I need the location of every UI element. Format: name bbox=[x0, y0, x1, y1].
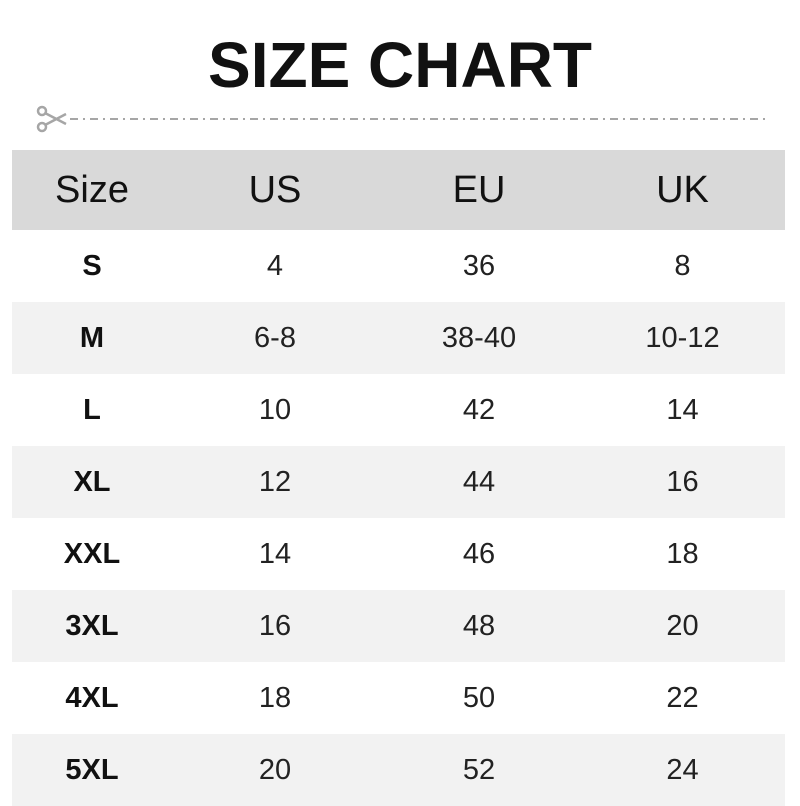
cell-size: 5XL bbox=[12, 734, 172, 806]
cell-us: 14 bbox=[258, 537, 292, 570]
cell-eu: 38-40 bbox=[378, 302, 580, 374]
column-header-us: US bbox=[172, 150, 378, 230]
cell-size: XXL bbox=[63, 537, 121, 570]
column-header-eu: EU bbox=[378, 150, 580, 230]
table-row: S 4 36 8 bbox=[12, 230, 785, 302]
cell-size: XL bbox=[12, 446, 172, 518]
table-row: XL 12 44 16 bbox=[12, 446, 785, 518]
table-row: M 6-8 38-40 10-12 bbox=[12, 302, 785, 374]
cell-uk: 18 bbox=[666, 537, 699, 570]
cell-us: 12 bbox=[172, 446, 378, 518]
cell-uk: 20 bbox=[580, 590, 785, 662]
table-row: 4XL 18 50 22 bbox=[12, 662, 785, 734]
cell-eu: 46 bbox=[462, 537, 496, 570]
cell-eu: 52 bbox=[378, 734, 580, 806]
column-header-uk: UK bbox=[580, 150, 785, 230]
cell-us: 4 bbox=[266, 249, 284, 282]
cell-uk: 24 bbox=[580, 734, 785, 806]
column-header-size: Size bbox=[12, 150, 172, 230]
size-table: Size US EU UK S 4 36 8 M 6-8 38-40 10-12 L 10 42 14 XL 1… bbox=[12, 150, 785, 806]
table-row: XXL 14 46 18 bbox=[12, 518, 785, 590]
page-title: SIZE CHART bbox=[208, 29, 592, 101]
cell-size: S bbox=[82, 249, 102, 282]
cell-eu: 44 bbox=[378, 446, 580, 518]
scissors-icon bbox=[36, 105, 67, 133]
cell-uk: 16 bbox=[580, 446, 785, 518]
cell-eu: 36 bbox=[462, 249, 496, 282]
cell-size: 3XL bbox=[12, 590, 172, 662]
cell-us: 6-8 bbox=[172, 302, 378, 374]
table-row: 3XL 16 48 20 bbox=[12, 590, 785, 662]
cell-uk: 22 bbox=[666, 681, 699, 714]
cell-us: 20 bbox=[172, 734, 378, 806]
cut-line bbox=[36, 105, 770, 133]
cell-uk: 10-12 bbox=[580, 302, 785, 374]
table-row: L 10 42 14 bbox=[12, 374, 785, 446]
cell-size: L bbox=[83, 393, 101, 426]
cell-uk: 14 bbox=[666, 393, 699, 426]
cell-us: 10 bbox=[258, 393, 292, 426]
cell-size: M bbox=[12, 302, 172, 374]
cell-eu: 48 bbox=[378, 590, 580, 662]
cell-uk: 8 bbox=[674, 249, 691, 282]
cell-size: 4XL bbox=[65, 681, 119, 714]
table-row: 5XL 20 52 24 bbox=[12, 734, 785, 806]
table-header-row: Size US EU UK bbox=[12, 150, 785, 230]
cell-us: 18 bbox=[258, 681, 292, 714]
cell-us: 16 bbox=[172, 590, 378, 662]
cell-eu: 50 bbox=[462, 681, 496, 714]
cell-eu: 42 bbox=[462, 393, 496, 426]
